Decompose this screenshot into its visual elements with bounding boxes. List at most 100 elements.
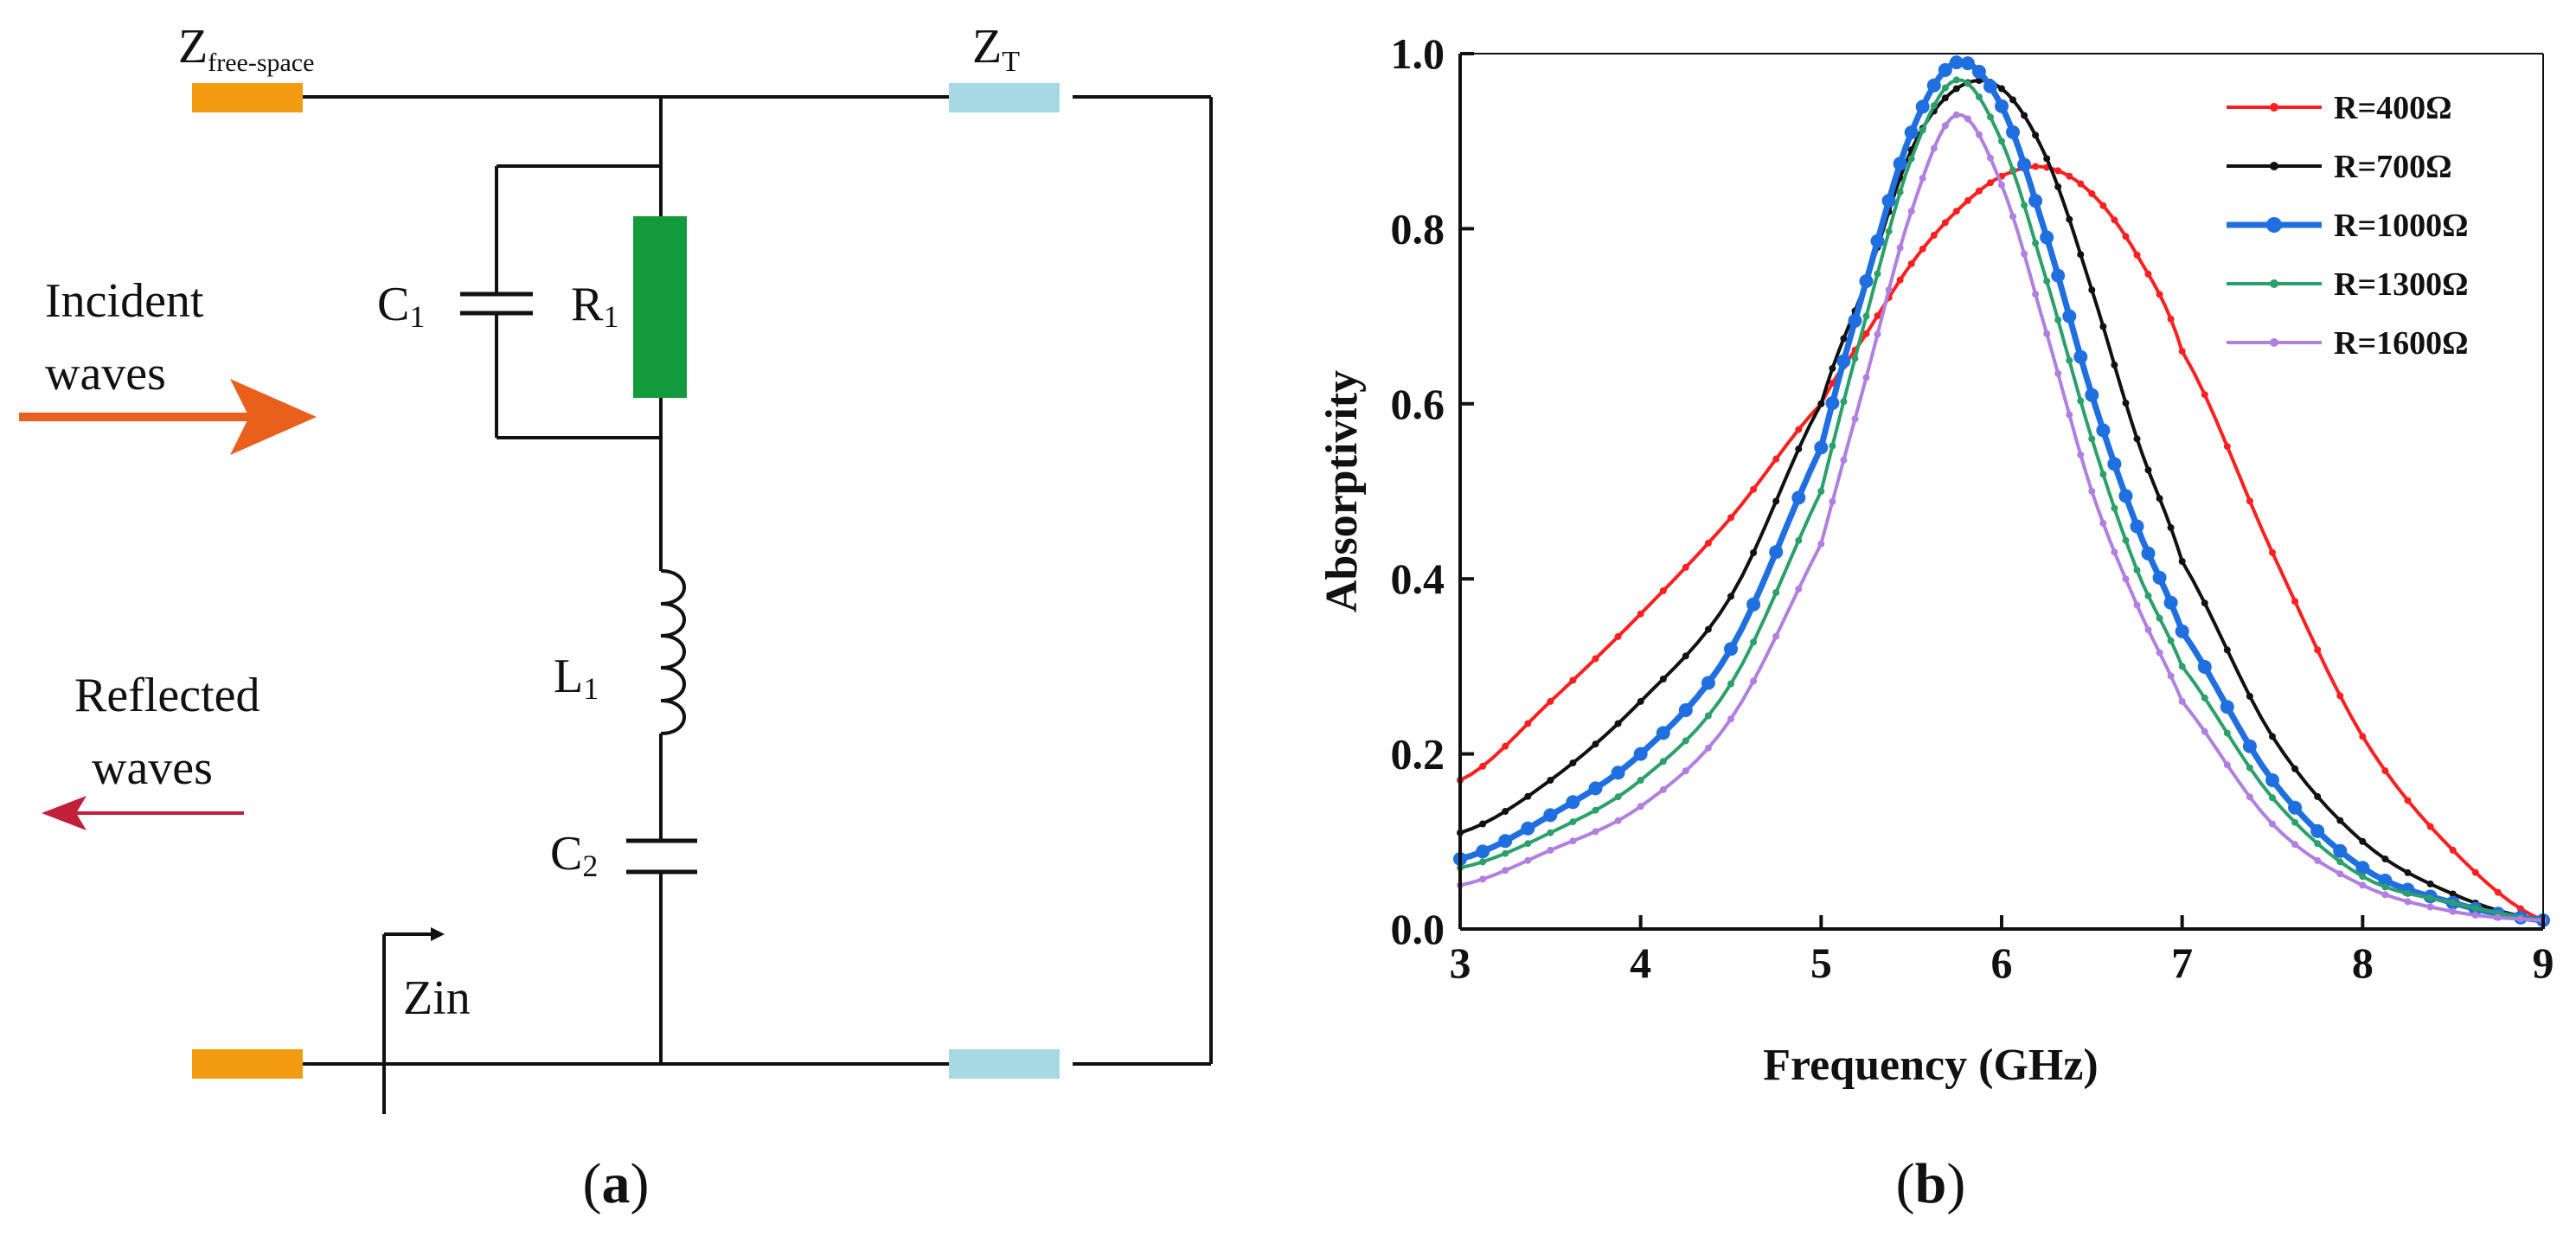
data-point (1874, 270, 1881, 278)
legend-label: R=700Ω (2334, 149, 2452, 185)
data-point (2471, 904, 2479, 912)
legend-label: R=400Ω (2334, 90, 2452, 126)
data-point (2077, 180, 2085, 188)
data-point (1611, 766, 1625, 780)
data-point (1502, 867, 1509, 875)
data-point (1569, 818, 1577, 826)
data-point (1588, 781, 1603, 796)
data-point (1614, 632, 1622, 640)
data-point (1983, 79, 1997, 93)
y-tick-label: 0.8 (1391, 204, 1445, 253)
data-point (1659, 758, 1667, 766)
data-point (1682, 737, 1689, 745)
line-bottom-right (949, 1049, 1060, 1079)
data-point (1938, 63, 1952, 77)
data-point (2223, 646, 2231, 654)
data-point (1862, 312, 1870, 320)
data-point (2088, 286, 2096, 294)
data-point (1659, 785, 1667, 793)
data-point (1971, 64, 1986, 79)
x-tick-label: 8 (2352, 939, 2374, 987)
data-point (1524, 840, 1532, 848)
y-axis-label: Absorptivity (1317, 370, 1367, 612)
data-point (2314, 840, 2322, 848)
data-point (2426, 894, 2434, 902)
series-2 (1457, 77, 2547, 924)
data-point (1930, 102, 1938, 110)
data-point (1682, 652, 1689, 660)
data-point (1949, 55, 1964, 70)
data-point (1840, 456, 1848, 464)
c2-label: C2 (550, 827, 598, 883)
data-point (1566, 795, 1580, 810)
data-point (2336, 858, 2344, 866)
data-point (2156, 649, 2163, 657)
data-point (2043, 278, 2051, 285)
x-tick-label: 4 (1630, 939, 1651, 987)
data-point (2178, 558, 2186, 565)
data-point (2359, 873, 2367, 881)
data-point (2471, 912, 2479, 919)
data-point (1874, 312, 1881, 320)
data-point (1682, 767, 1689, 775)
series-layer (1453, 55, 2550, 927)
data-point (1704, 625, 1712, 633)
data-point (2122, 233, 2130, 240)
data-point (2099, 471, 2107, 478)
data-point (2359, 881, 2367, 889)
data-point (1930, 144, 1938, 152)
data-point (2144, 592, 2152, 599)
data-point (2021, 250, 2028, 258)
data-point (2066, 215, 2073, 223)
data-point (1952, 111, 1960, 119)
data-point (1975, 77, 1983, 84)
y-tick-label: 0.2 (1391, 730, 1445, 778)
data-point (1817, 400, 1825, 407)
data-point (1941, 122, 1949, 130)
data-point (1859, 274, 1874, 289)
data-point (2054, 183, 2062, 190)
data-point (2223, 443, 2231, 451)
data-point (1727, 593, 1734, 600)
data-point (1750, 638, 1758, 646)
data-point (2355, 861, 2370, 875)
data-point (1769, 545, 1784, 560)
data-point (2111, 548, 2118, 556)
data-point (2246, 793, 2253, 801)
data-point (1829, 497, 1836, 505)
data-point (1479, 762, 1487, 770)
data-point (1547, 777, 1554, 784)
data-point (2201, 727, 2208, 735)
data-point (2310, 823, 2325, 838)
data-point (2032, 163, 2040, 170)
data-point (2426, 880, 2434, 887)
data-point (2021, 112, 2028, 119)
data-point (1998, 181, 2005, 189)
data-point (2269, 794, 2276, 802)
data-point (2021, 202, 2028, 209)
data-point (1704, 712, 1712, 720)
data-point (1659, 676, 1667, 682)
data-point (1919, 175, 1926, 183)
data-point (2043, 330, 2051, 337)
data-point (1885, 227, 1893, 235)
data-point (1964, 80, 1971, 87)
data-point (2269, 733, 2276, 740)
data-point (2043, 155, 2051, 163)
data-point (1772, 455, 1780, 463)
data-point (2122, 536, 2130, 544)
data-point (2449, 890, 2457, 898)
data-point (1952, 208, 1960, 215)
reflected-arrow (42, 796, 244, 830)
data-point (1614, 793, 1622, 801)
data-point (2265, 773, 2279, 787)
x-tick-label: 9 (2533, 939, 2554, 987)
data-point (1569, 837, 1577, 845)
data-point (1952, 76, 1960, 84)
data-point (2197, 660, 2212, 674)
data-point (1896, 189, 1904, 196)
data-point (1987, 179, 1994, 187)
data-point (1592, 740, 1599, 748)
data-point (1840, 335, 1848, 343)
data-point (2111, 361, 2118, 368)
